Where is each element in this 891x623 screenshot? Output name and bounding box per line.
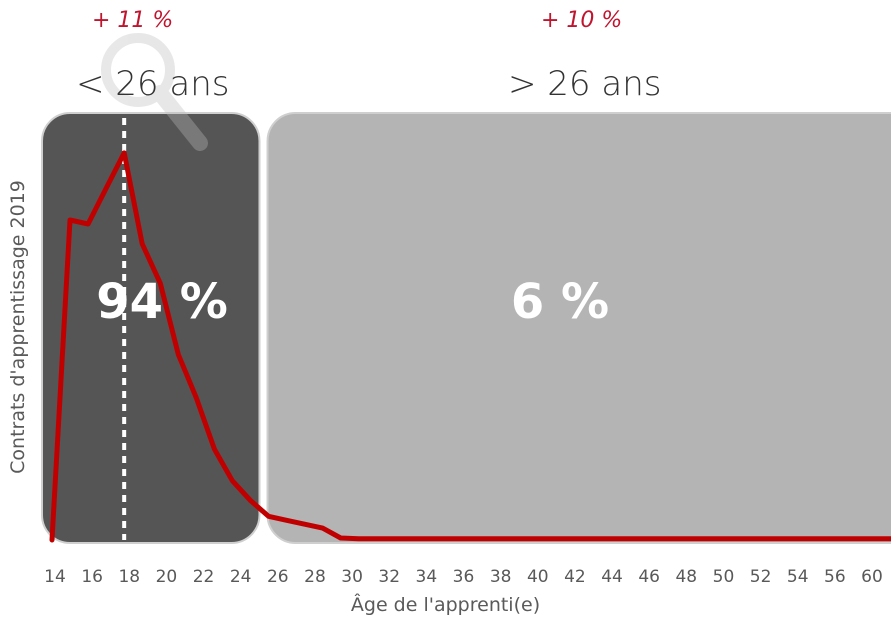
- magnifier-icon: [101, 33, 208, 151]
- group-label-under-26: < 26 ans: [76, 64, 230, 104]
- x-tick-label: 42: [564, 567, 586, 587]
- x-tick-label: 34: [416, 567, 438, 587]
- group-label-over-26: > 26 ans: [508, 64, 662, 104]
- group-share-1: 6 %: [511, 274, 609, 330]
- x-tick-label: 48: [675, 567, 697, 587]
- x-tick-label: 54: [787, 567, 809, 587]
- x-tick-label: 24: [230, 567, 252, 587]
- x-tick-label: 20: [156, 567, 178, 587]
- x-tick-label: 22: [193, 567, 215, 587]
- x-tick-label: 30: [341, 567, 363, 587]
- x-tick-label: 36: [453, 567, 475, 587]
- group-box-0: [41, 112, 261, 544]
- x-tick-label: 32: [378, 567, 400, 587]
- x-tick-label: 18: [118, 567, 140, 587]
- y-axis-label: Contrats d'apprentissage 2019: [7, 180, 29, 474]
- group-share-0: 94 %: [96, 274, 228, 330]
- x-tick-label: 16: [81, 567, 103, 587]
- x-tick-label: 38: [490, 567, 512, 587]
- x-tick-label: 28: [304, 567, 326, 587]
- growth-label-over-26: + 10 %: [541, 8, 623, 33]
- x-tick-label: 60: [861, 567, 883, 587]
- x-tick-label: 52: [750, 567, 772, 587]
- x-axis-label: Âge de l'apprenti(e): [350, 594, 541, 616]
- x-tick-label: 56: [824, 567, 846, 587]
- series-line-0: [49, 150, 891, 543]
- x-tick-label: 40: [527, 567, 549, 587]
- growth-label-under-26: + 11 %: [92, 8, 174, 33]
- x-tick-label: 26: [267, 567, 289, 587]
- x-tick-label: 14: [44, 567, 66, 587]
- x-tick-label: 46: [638, 567, 660, 587]
- group-box-1: [266, 112, 891, 544]
- x-tick-label: 44: [601, 567, 623, 587]
- x-tick-label: 50: [713, 567, 735, 587]
